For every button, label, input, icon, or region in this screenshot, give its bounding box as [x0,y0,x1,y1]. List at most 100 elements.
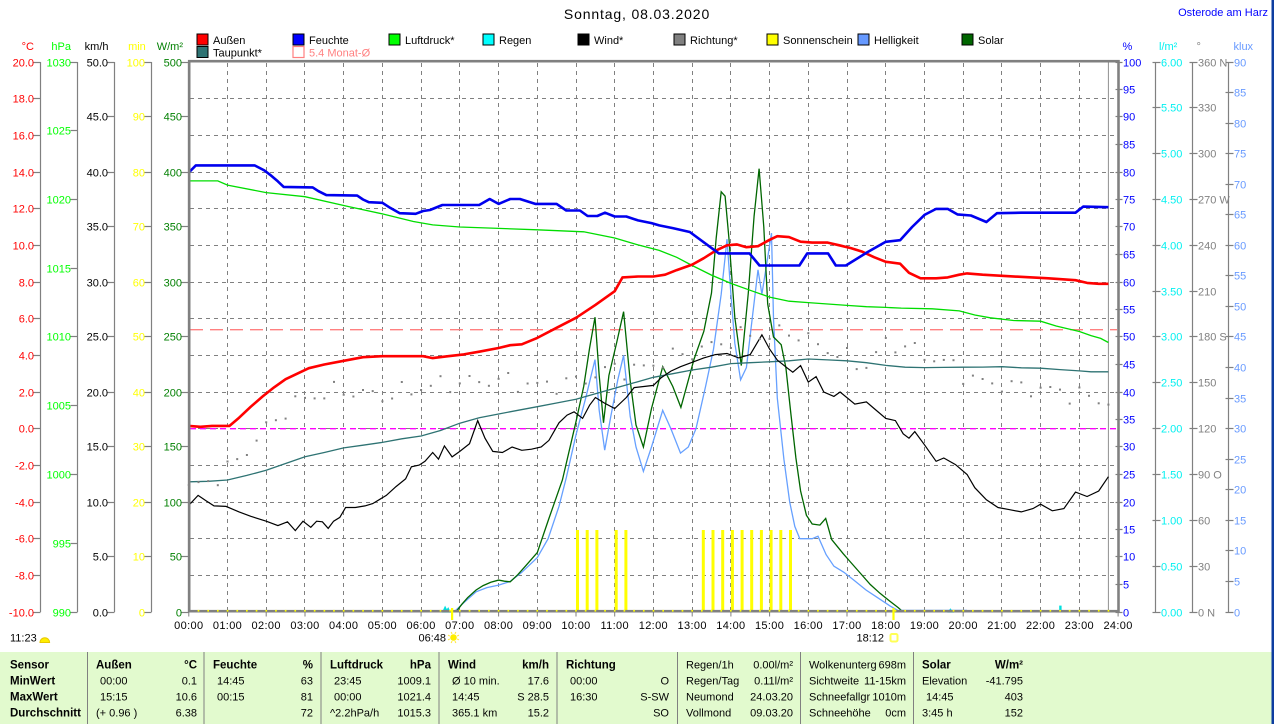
svg-text:80: 80 [133,168,145,180]
svg-text:W/m²: W/m² [157,41,184,53]
svg-text:Wolkenunterg: Wolkenunterg [809,660,877,672]
svg-text:15.0: 15.0 [87,442,108,454]
svg-text:Elevation: Elevation [922,676,967,688]
svg-text:1005: 1005 [47,401,71,413]
svg-text:70: 70 [1234,180,1246,192]
svg-text:-8.0: -8.0 [15,571,34,583]
svg-text:°C: °C [22,41,34,53]
svg-text:45: 45 [1234,332,1246,344]
svg-text:65: 65 [1234,210,1246,222]
svg-text:5: 5 [1234,577,1240,589]
svg-text:4.00: 4.00 [1161,241,1182,253]
svg-text:Sichtweite: Sichtweite [809,676,859,688]
svg-text:18.0: 18.0 [13,94,34,106]
svg-text:Wind: Wind [448,660,476,672]
svg-text:30: 30 [1198,562,1210,574]
svg-text:80: 80 [1123,168,1135,180]
svg-text:45: 45 [1123,360,1135,372]
svg-text:35: 35 [1234,394,1246,406]
svg-text:200: 200 [164,388,182,400]
svg-text:20:00: 20:00 [949,620,978,632]
svg-text:14.0: 14.0 [13,168,34,180]
svg-text:Solar: Solar [978,35,1004,47]
svg-text:70: 70 [1123,222,1135,234]
svg-text:klux: klux [1234,41,1254,53]
svg-text:120: 120 [1198,424,1216,436]
svg-text:22:00: 22:00 [1026,620,1055,632]
svg-text:330: 330 [1198,103,1216,115]
svg-text:0.1: 0.1 [182,676,197,688]
svg-text:25: 25 [1234,455,1246,467]
svg-text:30: 30 [133,442,145,454]
svg-text:50.0: 50.0 [87,58,108,70]
svg-text:06:48: 06:48 [418,633,446,645]
svg-text:02:00: 02:00 [252,620,281,632]
svg-text:0.0: 0.0 [93,608,108,620]
svg-text:23:45: 23:45 [334,676,362,688]
svg-text:40: 40 [1234,363,1246,375]
svg-text:Neumond: Neumond [686,692,734,704]
svg-text:Regen/1h: Regen/1h [686,660,734,672]
svg-text:Ø 10 min.: Ø 10 min. [452,676,500,688]
svg-text:24.03.20: 24.03.20 [750,692,793,704]
svg-text:Sonntag, 08.03.2020: Sonntag, 08.03.2020 [564,6,710,22]
svg-text:180 S: 180 S [1198,332,1227,344]
svg-text:1015: 1015 [47,264,71,276]
svg-text:150: 150 [1198,378,1216,390]
svg-text:25: 25 [1123,470,1135,482]
svg-text:60: 60 [1234,241,1246,253]
svg-text:4.50: 4.50 [1161,195,1182,207]
svg-text:11-15km: 11-15km [864,676,906,688]
svg-text:50: 50 [1234,302,1246,314]
svg-text:Richtung*: Richtung* [690,35,738,47]
svg-text:Solar: Solar [922,660,951,672]
svg-text:03:00: 03:00 [290,620,319,632]
svg-text:55: 55 [1234,271,1246,283]
svg-text:05:00: 05:00 [368,620,397,632]
svg-text:00:15: 00:15 [217,692,245,704]
svg-text:09.03.20: 09.03.20 [750,708,793,720]
svg-text:300: 300 [1198,149,1216,161]
svg-text:210: 210 [1198,287,1216,299]
svg-text:Helligkeit: Helligkeit [874,35,919,47]
svg-text:07:00: 07:00 [445,620,474,632]
svg-text:hPa: hPa [410,660,432,672]
svg-text:0.11l/m²: 0.11l/m² [754,676,793,688]
svg-text:2.0: 2.0 [19,388,34,400]
svg-text:15:00: 15:00 [755,620,784,632]
svg-text:6.0: 6.0 [19,314,34,326]
svg-text:14:00: 14:00 [716,620,745,632]
svg-text:-41.795: -41.795 [986,676,1023,688]
svg-text:16:30: 16:30 [570,692,598,704]
svg-text:100: 100 [127,58,145,70]
svg-text:3:45 h: 3:45 h [922,708,953,720]
svg-text:300: 300 [164,278,182,290]
svg-text:Vollmond: Vollmond [686,708,731,720]
svg-text:50: 50 [1123,332,1135,344]
svg-text:35.0: 35.0 [87,222,108,234]
svg-text:1030: 1030 [47,58,71,70]
svg-text:23:00: 23:00 [1065,620,1094,632]
svg-text:350: 350 [164,222,182,234]
svg-text:09:00: 09:00 [523,620,552,632]
svg-text:14:45: 14:45 [452,692,480,704]
svg-text:2.00: 2.00 [1161,424,1182,436]
svg-text:15: 15 [1234,516,1246,528]
svg-text:-4.0: -4.0 [15,498,34,510]
svg-text:km/h: km/h [522,660,549,672]
svg-text:403: 403 [1005,692,1023,704]
svg-text:18:12: 18:12 [856,633,884,645]
svg-text:Luftdruck: Luftdruck [330,660,384,672]
svg-text:100: 100 [1123,58,1141,70]
svg-text:70: 70 [133,222,145,234]
svg-text:1015.3: 1015.3 [397,708,431,720]
svg-text:60: 60 [133,278,145,290]
svg-text:90: 90 [1123,112,1135,124]
svg-text:S-SW: S-SW [640,692,669,704]
svg-text:45.0: 45.0 [87,112,108,124]
svg-text:30: 30 [1234,424,1246,436]
svg-text:80: 80 [1234,119,1246,131]
svg-text:00:00: 00:00 [334,692,362,704]
svg-text:0.50: 0.50 [1161,562,1182,574]
svg-text:0cm: 0cm [885,708,906,720]
